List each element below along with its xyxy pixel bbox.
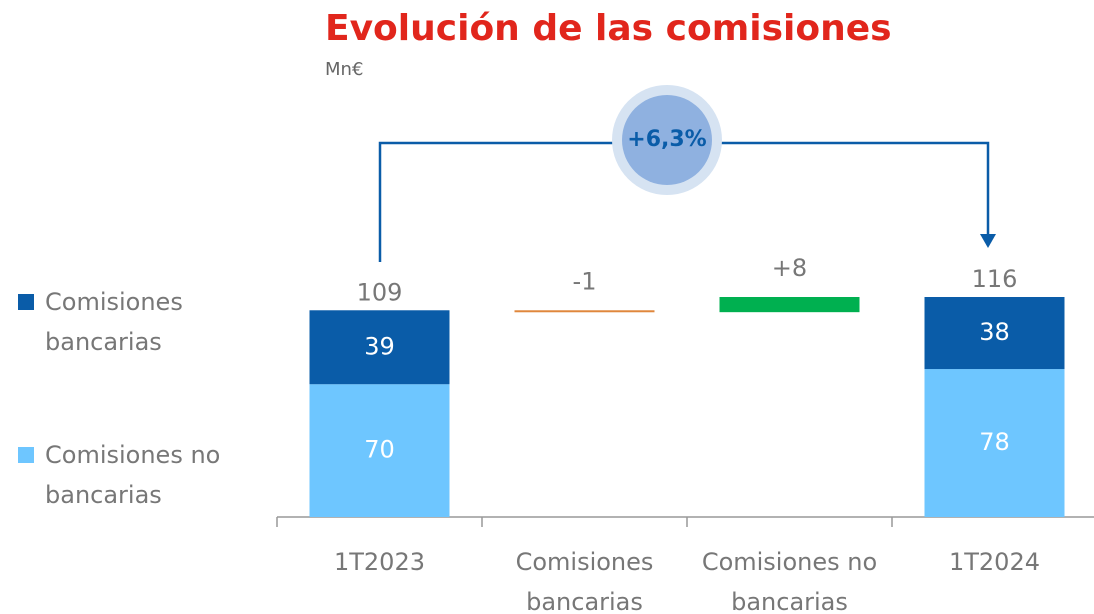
x-tick-label: 1T2024	[948, 548, 1040, 576]
bar-segment	[309, 384, 450, 517]
change-label: -1	[573, 267, 597, 295]
growth-annotation: +6,3%	[627, 127, 706, 152]
segment-label: 38	[979, 318, 1010, 346]
x-tick-label: Comisiones no bancarias	[701, 548, 878, 614]
chart-subtitle: Mn€	[325, 59, 363, 80]
bar-segment	[309, 310, 450, 385]
badge-inner	[622, 95, 712, 185]
x-tick-label: Comisiones bancarias	[515, 548, 654, 614]
total-label: 109	[357, 278, 403, 306]
segment-label: 70	[364, 436, 395, 464]
segment-label: 39	[364, 332, 395, 360]
bar-segment	[924, 369, 1065, 517]
segment-label: 78	[979, 428, 1010, 456]
legend-swatch	[18, 447, 34, 463]
total-label: 116	[972, 265, 1018, 293]
bar-segment	[924, 297, 1065, 370]
change-bar	[514, 310, 655, 313]
x-tick-label: 1T2023	[333, 548, 425, 576]
arrow-head	[980, 234, 996, 248]
legend-label: Comisiones bancarias	[45, 288, 183, 356]
change-label: +8	[772, 254, 807, 282]
legend-label: Comisiones no bancarias	[45, 441, 221, 509]
change-bar	[719, 297, 860, 313]
legend-swatch	[18, 294, 34, 310]
chart-title: Evolución de las comisiones	[325, 8, 892, 49]
